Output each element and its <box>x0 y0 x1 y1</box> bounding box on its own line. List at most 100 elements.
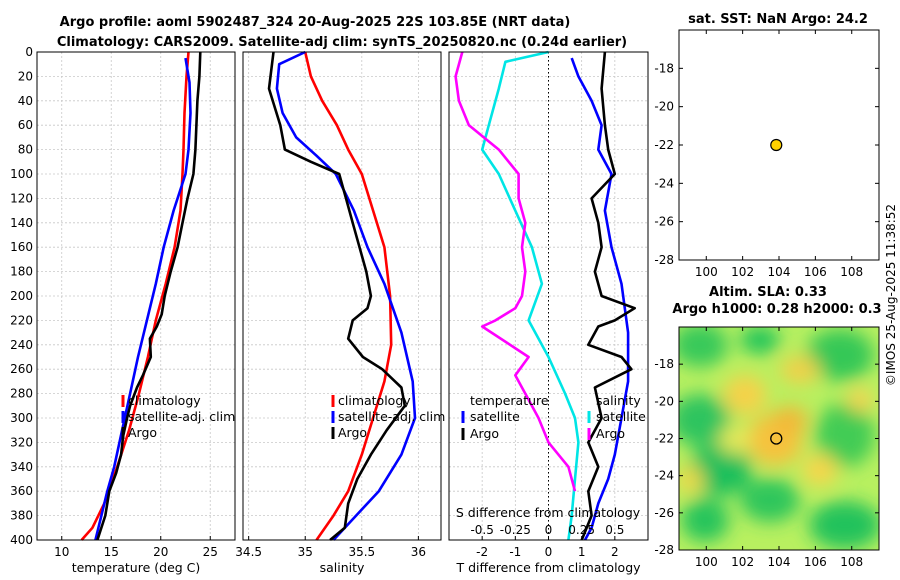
heatmap-blob <box>740 478 800 522</box>
series-line-argo <box>267 51 407 542</box>
series-line-satellite-adj-clim <box>275 50 417 541</box>
x-tick-label: 34.5 <box>235 545 262 559</box>
sla-title-line1: Altim. SLA: 0.33 <box>709 285 827 300</box>
series-line-satellite-adj-clim <box>94 57 192 541</box>
x-tick-label: 1 <box>578 545 586 559</box>
y-tick-label: -22 <box>654 432 674 446</box>
legend-entry: Argo <box>338 425 367 440</box>
x-tick-label: 108 <box>840 265 863 279</box>
x-tick-label: 36 <box>411 545 426 559</box>
salinity-panel: 34.5 35 35.5 36 salinity climatologysatellite… <box>235 50 445 575</box>
y-tick-label: -18 <box>654 357 674 371</box>
legend-entry: Argo <box>128 425 157 440</box>
x-tick-label: 20 <box>153 545 168 559</box>
sla-map-panel: 100 102 104 106 108 -18 -20 -22 -24 -26 -28 <box>654 326 880 569</box>
heatmap-blob <box>772 406 808 434</box>
y-tick-label: 200 <box>10 289 33 303</box>
legend-entry: satellite <box>470 409 520 424</box>
legend-entry: climatology <box>128 393 201 408</box>
x-tick-label: 102 <box>731 265 754 279</box>
legend-entry: satellite <box>596 409 646 424</box>
heatmap-blob <box>806 329 874 381</box>
secondary-tick-label: 0.5 <box>605 523 624 537</box>
x-tick-label: 2 <box>611 545 619 559</box>
x-tick-label: 106 <box>804 555 827 569</box>
y-tick-label: 300 <box>10 411 33 425</box>
y-tick-label: 80 <box>18 143 33 157</box>
heatmap-blob <box>679 466 704 494</box>
sla-title-line2: Argo h1000: 0.28 h2000: 0.3 <box>672 302 881 317</box>
legend-entry: Argo <box>596 426 625 441</box>
y-tick-label: -26 <box>654 215 674 229</box>
x-tick-label: 100 <box>695 265 718 279</box>
heatmap-blob <box>679 394 730 446</box>
legend-entry: climatology <box>338 393 411 408</box>
secondary-tick-label: 0 <box>545 523 553 537</box>
sla-heatmap <box>679 327 879 550</box>
legend-entry: satellite-adj. clim <box>128 409 235 424</box>
y-tick-label: 0 <box>25 45 33 59</box>
y-tick-label: -20 <box>654 394 674 408</box>
x-tick-label: 0 <box>545 545 553 559</box>
x-axis-label: temperature (deg C) <box>72 560 201 575</box>
heatmap-blob <box>740 327 780 354</box>
x-axis-label: salinity <box>320 560 365 575</box>
x-tick-label: 104 <box>768 265 791 279</box>
x-tick-label: 108 <box>840 555 863 569</box>
y-tick-label: 120 <box>10 191 33 205</box>
y-tick-label: -20 <box>654 100 674 114</box>
y-tick-label: 40 <box>18 94 33 108</box>
heatmap-blobs <box>679 327 879 549</box>
secondary-tick-label: 0.25 <box>568 523 595 537</box>
heatmap-blob <box>848 388 872 412</box>
heatmap-blob <box>780 356 820 384</box>
axes-frame <box>36 51 236 541</box>
heatmap-blob <box>681 498 729 542</box>
y-tick-label: 400 <box>10 533 33 547</box>
series-line-argo <box>96 51 202 541</box>
y-tick-label: 240 <box>10 338 33 352</box>
heatmap-blob <box>723 375 767 415</box>
legend-entry: satellite-adj. clim <box>338 409 445 424</box>
y-tick-label: 280 <box>10 387 33 401</box>
grid <box>243 51 441 541</box>
secondary-tick-label: -0.25 <box>500 523 531 537</box>
series-line-t-satellite <box>570 57 630 541</box>
x-tick-label: 35.5 <box>348 545 375 559</box>
y-tick-label: 140 <box>10 216 33 230</box>
y-tick-label: -28 <box>654 253 674 267</box>
legend-temperature-title: temperature <box>470 393 549 408</box>
grid <box>449 51 648 541</box>
y-tick-label: -28 <box>654 543 674 557</box>
secondary-x-label: S difference from climatology <box>456 505 641 520</box>
series-line-s-satellite <box>480 50 580 541</box>
y-tick-label: 20 <box>18 69 33 83</box>
x-axis-label: T difference from climatology <box>455 560 641 575</box>
x-tick-label: -2 <box>476 545 488 559</box>
series-line-s-argo <box>454 51 577 492</box>
argo-location-marker <box>770 138 783 152</box>
y-tick-label: 220 <box>10 313 33 327</box>
y-tick-label: -24 <box>654 176 674 190</box>
heatmap-blob <box>719 426 751 454</box>
x-tick-label: 104 <box>768 555 791 569</box>
y-tick-label: 360 <box>10 484 33 498</box>
series-line-t-argo <box>580 51 637 541</box>
y-tick-label: -26 <box>654 506 674 520</box>
series-line-climatology <box>303 51 393 541</box>
y-tick-label: -18 <box>654 61 674 75</box>
axes-frame <box>242 51 442 541</box>
x-tick-label: 10 <box>54 545 69 559</box>
heatmap-blob <box>809 501 879 549</box>
sst-map-panel: 100 102 104 106 108 -18 -20 -22 -24 -26 -28 <box>654 29 880 279</box>
y-tick-label: -24 <box>654 469 674 483</box>
y-tick-label: 260 <box>10 362 33 376</box>
heatmap-blob <box>688 444 752 496</box>
secondary-tick-label: -0.5 <box>470 523 493 537</box>
grid <box>37 51 235 541</box>
legend-entry: Argo <box>470 426 499 441</box>
y-tick-label: 340 <box>10 460 33 474</box>
argo-location-marker <box>770 432 783 445</box>
y-tick-label: 100 <box>10 167 33 181</box>
